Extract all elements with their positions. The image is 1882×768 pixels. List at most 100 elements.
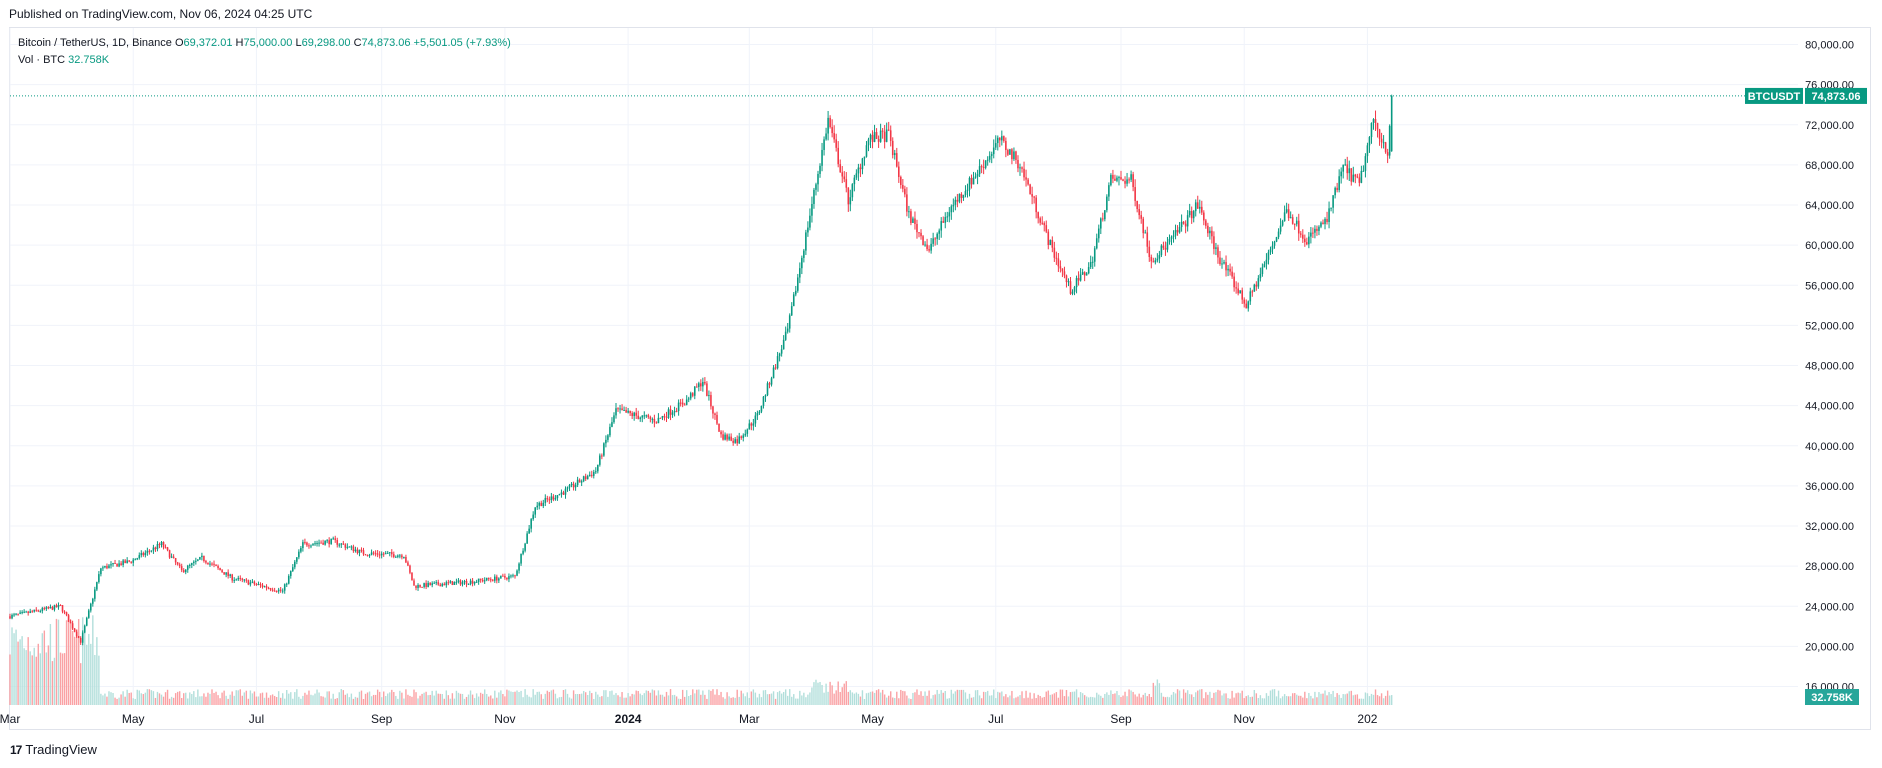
candle-body (1372, 119, 1375, 124)
candle-body (1041, 222, 1044, 224)
volume-bar (807, 694, 809, 705)
change-value: +5,501.05 (+7.93%) (413, 37, 511, 49)
candle-body (1312, 232, 1314, 234)
volume-bar (342, 690, 344, 705)
volume-bar (189, 692, 191, 705)
volume-bar (427, 695, 429, 705)
volume-bar (912, 692, 914, 705)
volume-bar (580, 693, 583, 705)
candle-body (296, 557, 298, 562)
candle-body (530, 519, 532, 529)
candle-body (63, 611, 66, 613)
volume-bar (1320, 693, 1322, 705)
y-tick-label: 72,000.00 (1805, 120, 1854, 132)
volume-bar (1017, 696, 1019, 705)
candle-body (524, 543, 526, 551)
volume-bar (972, 697, 975, 705)
volume-bar (409, 695, 411, 705)
candle-body (514, 575, 516, 577)
candle-body (740, 436, 743, 438)
candle-body (1275, 237, 1278, 242)
volume-bar (1071, 691, 1074, 705)
close-label: C (353, 37, 362, 49)
candle-body (356, 549, 359, 553)
volume-bar (601, 696, 603, 705)
volume-bar (1126, 696, 1128, 705)
volume-bar (484, 689, 486, 705)
candle-body (1093, 248, 1096, 262)
volume-bar (279, 697, 282, 705)
volume-bar (1229, 698, 1231, 705)
candle-body (1326, 218, 1328, 222)
volume-bar (500, 690, 502, 705)
candle-body (259, 583, 262, 585)
candle-body (942, 221, 945, 223)
volume-bar (57, 619, 60, 705)
volume-bar (275, 697, 278, 705)
volume-bar (1172, 692, 1175, 705)
candle-body (990, 154, 993, 156)
volume-bar (146, 689, 149, 705)
volume-bar (623, 697, 625, 705)
candle-body (1235, 287, 1237, 289)
volume-bar (976, 690, 979, 705)
y-tick-label: 40,000.00 (1805, 441, 1854, 453)
volume-bar (1140, 697, 1142, 705)
candle-body (1182, 221, 1185, 224)
volume-bar (960, 689, 963, 705)
candle-body (572, 483, 575, 488)
candle-body (900, 176, 902, 185)
chart-grid (9, 28, 1798, 705)
candle-body (958, 193, 961, 202)
candle-body (1112, 174, 1114, 179)
candle-body (491, 579, 494, 581)
volume-bar (742, 693, 744, 705)
candle-body (279, 589, 282, 591)
volume-bar (360, 690, 363, 705)
candle-body (11, 614, 13, 619)
volume-bar (1279, 698, 1282, 705)
volume-bar (336, 698, 338, 705)
volume-bar (910, 698, 912, 705)
candle-body (641, 415, 644, 418)
volume-bar (510, 691, 512, 705)
candle-body (1213, 236, 1215, 249)
candle-body (891, 140, 894, 156)
volume-bar (471, 694, 474, 705)
volume-bar (267, 697, 270, 705)
candle-body (1237, 288, 1239, 294)
volume-bar (310, 694, 312, 705)
candle-body (388, 552, 391, 554)
tradingview-logo[interactable]: 17 TradingView (10, 742, 97, 757)
volume-value: 32.758K (68, 54, 110, 66)
volume-bar (708, 689, 710, 705)
volume-bar (1350, 690, 1352, 705)
open-label: O (174, 37, 184, 49)
candle-body (603, 443, 605, 456)
candle-body (245, 579, 248, 581)
volume-bar (1312, 698, 1314, 705)
candle-body (720, 431, 722, 435)
candle-body (1336, 187, 1338, 191)
candle-body (803, 250, 805, 258)
candle-body (180, 566, 183, 571)
volume-bar (603, 690, 605, 705)
volume-bar (245, 690, 248, 705)
candle-body (67, 615, 70, 622)
volume-bar (643, 693, 645, 705)
candle-body (885, 129, 888, 142)
volume-bar (532, 689, 534, 705)
volume-bar (1296, 694, 1298, 705)
volume-bar (389, 692, 391, 705)
volume-bar (726, 692, 728, 705)
volume-bar (461, 693, 464, 705)
candle-body (382, 553, 385, 555)
volume-bar (1148, 693, 1150, 705)
candle-body (401, 555, 403, 558)
volume-bar (122, 691, 124, 705)
candle-body (887, 129, 890, 131)
volume-bar (847, 691, 849, 705)
volume-bar (124, 696, 126, 705)
candle-body (625, 409, 627, 413)
